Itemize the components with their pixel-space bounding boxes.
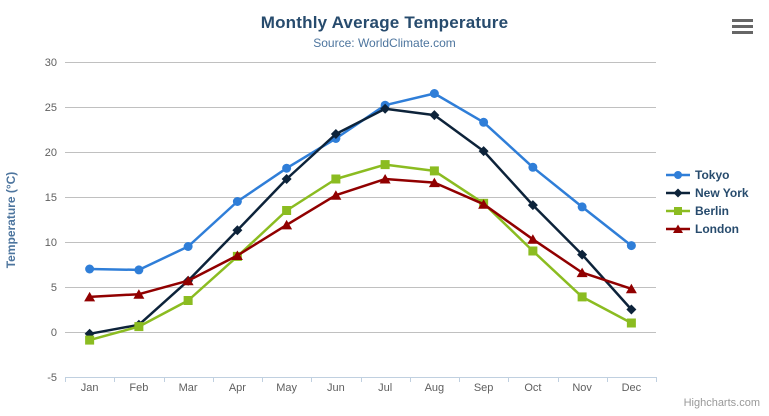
series-line (88, 107, 633, 336)
data-point[interactable] (282, 163, 292, 173)
y-gridlines (65, 62, 656, 333)
data-point[interactable] (134, 322, 144, 332)
data-point[interactable] (527, 200, 538, 211)
legend-label: London (695, 222, 739, 236)
svg-text:30: 30 (45, 57, 57, 69)
data-point[interactable] (577, 249, 588, 260)
series-new-york (84, 103, 637, 339)
data-point[interactable] (281, 219, 293, 230)
series-line (88, 177, 633, 299)
svg-text:25: 25 (45, 102, 57, 114)
hamburger-icon (732, 19, 753, 22)
data-point[interactable] (626, 241, 636, 251)
data-point[interactable] (330, 129, 341, 139)
data-point[interactable] (429, 110, 440, 121)
legend-label: Berlin (695, 204, 730, 218)
svg-text:0: 0 (51, 327, 57, 339)
data-point[interactable] (527, 234, 539, 244)
data-point[interactable] (429, 89, 439, 98)
data-point[interactable] (379, 174, 391, 184)
svg-text:Mar: Mar (179, 382, 198, 394)
svg-text:Nov: Nov (572, 382, 592, 394)
svg-text:-5: -5 (47, 372, 57, 384)
svg-text:May: May (276, 382, 297, 394)
data-point[interactable] (479, 117, 489, 127)
hamburger-icon (732, 25, 753, 28)
y-axis-labels: -5 0 5 10 15 20 25 30 (45, 57, 57, 384)
legend-label: New York (695, 186, 749, 200)
data-point[interactable] (478, 146, 489, 157)
svg-text:20: 20 (45, 147, 57, 159)
y-axis-title: Temperature (°C) (4, 172, 18, 269)
svg-text:Oct: Oct (524, 382, 541, 394)
svg-text:Sep: Sep (474, 382, 494, 394)
chart-subtitle: Source: WorldClimate.com (313, 36, 456, 50)
data-point[interactable] (183, 296, 193, 305)
data-point[interactable] (85, 335, 95, 345)
data-point[interactable] (528, 246, 538, 256)
x-axis-labels: Jan Feb Mar Apr May Jun Jul Aug Sep Oct Nov Dec (81, 382, 642, 394)
svg-text:Dec: Dec (622, 382, 642, 394)
square-legend-marker-icon (666, 207, 690, 215)
legend-label: Tokyo (695, 168, 730, 182)
data-point[interactable] (133, 289, 145, 299)
data-point[interactable] (478, 199, 490, 209)
data-point[interactable] (282, 206, 292, 215)
highcharts-credit-link[interactable]: Highcharts.com (683, 397, 760, 409)
series-line (88, 163, 633, 342)
svg-text:10: 10 (45, 237, 57, 249)
data-point[interactable] (331, 174, 341, 184)
data-point[interactable] (626, 318, 636, 328)
series-london (84, 174, 637, 302)
data-point[interactable] (429, 166, 439, 176)
data-point[interactable] (380, 103, 391, 114)
data-point[interactable] (134, 265, 144, 275)
data-point[interactable] (626, 304, 637, 315)
data-point[interactable] (232, 197, 242, 206)
data-point[interactable] (85, 264, 95, 274)
series-line (88, 92, 633, 272)
data-point[interactable] (577, 202, 587, 212)
legend-item-tokyo[interactable]: Tokyo (666, 166, 749, 184)
svg-text:Feb: Feb (129, 382, 148, 394)
data-point[interactable] (428, 177, 440, 188)
data-point[interactable] (182, 275, 194, 286)
series-tokyo (85, 89, 636, 275)
data-point[interactable] (183, 242, 193, 251)
legend-item-new-york[interactable]: New York (666, 184, 749, 202)
circle-legend-marker-icon (666, 171, 690, 179)
hamburger-icon (732, 31, 753, 34)
data-point[interactable] (84, 291, 96, 302)
data-point[interactable] (281, 174, 292, 184)
data-point[interactable] (231, 250, 243, 261)
chart-title: Monthly Average Temperature (260, 13, 509, 32)
data-point[interactable] (330, 190, 342, 200)
data-point[interactable] (528, 162, 538, 172)
data-point[interactable] (577, 292, 587, 302)
data-point[interactable] (232, 225, 243, 236)
svg-text:Aug: Aug (425, 382, 445, 394)
diamond-legend-marker-icon (666, 188, 690, 198)
svg-text:Jul: Jul (378, 382, 392, 394)
svg-text:Apr: Apr (229, 382, 246, 394)
context-menu-button[interactable] (732, 19, 753, 34)
legend: Tokyo New York Berlin London (666, 166, 749, 238)
data-point[interactable] (576, 267, 588, 278)
svg-text:Jun: Jun (327, 382, 345, 394)
data-point[interactable] (625, 283, 637, 294)
legend-item-berlin[interactable]: Berlin (666, 202, 749, 220)
x-axis-ticks (65, 377, 657, 382)
legend-item-london[interactable]: London (666, 220, 749, 238)
data-point[interactable] (380, 160, 390, 170)
svg-text:15: 15 (45, 192, 57, 204)
svg-text:Jan: Jan (81, 382, 99, 394)
svg-text:5: 5 (51, 282, 57, 294)
triangle-legend-marker-icon (666, 224, 690, 233)
